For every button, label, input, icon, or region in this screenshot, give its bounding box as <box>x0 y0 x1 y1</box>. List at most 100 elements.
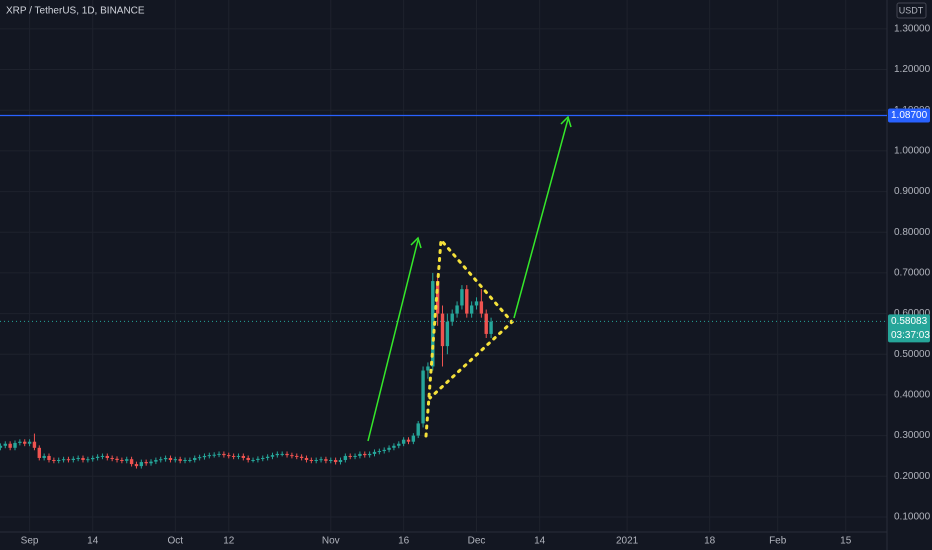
candle-body <box>460 289 464 306</box>
x-tick-label: Sep <box>21 536 39 547</box>
candle-body <box>387 447 391 450</box>
y-tick-label: 0.90000 <box>894 186 931 197</box>
y-tick-label: 0.60000 <box>894 308 931 319</box>
candle-body <box>207 455 212 457</box>
candle-body <box>61 459 66 461</box>
candle-body <box>105 455 110 458</box>
candle-body <box>285 453 289 456</box>
candle-body <box>343 455 348 461</box>
candle-body <box>348 455 352 457</box>
candle-body <box>382 449 386 452</box>
y-tick-label: 1.30000 <box>894 24 931 35</box>
candle-body <box>406 439 411 442</box>
candle-body <box>280 453 284 455</box>
countdown-label: 03:37:03 <box>891 330 930 341</box>
candle-body <box>231 455 236 457</box>
y-tick-label: 0.20000 <box>894 471 931 482</box>
currency-label: USDT <box>899 5 924 15</box>
candle-body <box>125 459 129 461</box>
arrow-head <box>410 236 422 249</box>
candle-body <box>372 451 377 454</box>
candle-body <box>479 301 484 314</box>
candle-body <box>120 460 124 462</box>
candle-body <box>178 459 182 461</box>
currency-box[interactable] <box>896 2 927 19</box>
candle-body <box>236 455 241 457</box>
candle-body <box>295 455 299 457</box>
candle-body <box>37 447 41 458</box>
x-tick-label: 12 <box>223 536 235 547</box>
candle-body <box>129 459 134 465</box>
candle-body <box>183 460 187 462</box>
candle-body <box>431 281 435 367</box>
candle-body <box>66 459 71 461</box>
candle-body <box>42 455 46 458</box>
candle-body <box>367 453 372 456</box>
y-tick-label: 0.70000 <box>894 268 931 279</box>
candle-body <box>338 460 343 463</box>
candle-body <box>445 321 450 347</box>
level-label: 1.08700 <box>891 110 928 121</box>
candle-body <box>397 443 401 446</box>
candle-body <box>455 305 459 314</box>
candle-body <box>100 455 105 457</box>
candle-body <box>193 457 197 461</box>
candle-body <box>139 462 144 467</box>
x-tick-label: 14 <box>87 536 99 547</box>
x-tick-label: 14 <box>534 536 546 547</box>
x-tick-label: 18 <box>704 536 716 547</box>
drawings <box>367 115 572 442</box>
candle-body <box>426 366 430 371</box>
candle-body <box>489 321 493 334</box>
candle-body <box>3 443 7 446</box>
candle-body <box>57 460 61 462</box>
candle-body <box>86 459 90 461</box>
candle-body <box>173 459 178 461</box>
candle-body <box>411 435 416 442</box>
candle-body <box>168 457 173 461</box>
candle-body <box>71 458 75 461</box>
candle-body <box>469 305 474 314</box>
last-price-label: 0.58083 <box>891 316 928 327</box>
y-tick-label: 1.00000 <box>894 146 931 157</box>
x-tick-label: 2021 <box>616 536 639 547</box>
candle-body <box>110 457 114 459</box>
candle-body <box>358 453 362 456</box>
candle-body <box>8 443 12 448</box>
candle-body <box>251 460 255 462</box>
candle-body <box>450 313 454 322</box>
arrow <box>367 239 419 442</box>
candle-body <box>377 451 382 453</box>
level-tag <box>888 108 930 123</box>
x-tick-label: Oct <box>168 536 184 547</box>
candle-body <box>333 460 338 463</box>
candle-body <box>149 461 153 464</box>
triangle-pattern <box>424 236 515 438</box>
candle-body <box>290 455 294 457</box>
candle-body <box>202 455 207 458</box>
candle-body <box>421 370 425 424</box>
candle-body <box>154 460 158 462</box>
candle-body <box>299 456 304 458</box>
candle-body <box>217 453 221 455</box>
candle-body <box>474 301 479 306</box>
candle-body <box>363 453 367 456</box>
candle-body <box>241 455 246 458</box>
candle-body <box>91 457 95 460</box>
x-tick-label: Feb <box>769 536 787 547</box>
candle-body <box>32 441 37 448</box>
candle-body <box>416 423 420 436</box>
candle-body <box>23 441 27 444</box>
candle-body <box>212 454 216 456</box>
candle-body <box>115 458 119 461</box>
candle-body <box>0 445 3 448</box>
candle-body <box>304 457 309 461</box>
candle-body <box>52 460 56 462</box>
candle-body <box>163 457 168 460</box>
last-price-tag <box>888 314 930 343</box>
candle-body <box>309 460 314 462</box>
candle-body <box>95 456 100 458</box>
candle-body <box>13 442 17 448</box>
